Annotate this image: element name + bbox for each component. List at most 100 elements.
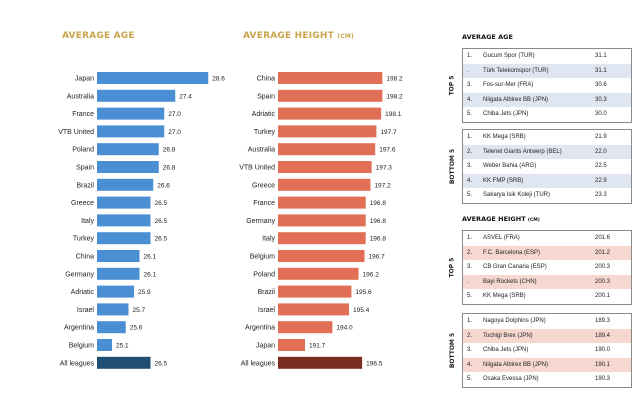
team-cell: CB Gran Canaria (ESP) <box>483 264 547 271</box>
height-top5-panel: 1. ASVEL (FRA) 201.6 2. F.C. Barcelona (ESP)… <box>462 230 632 305</box>
value-cell: 190.0 <box>595 347 611 354</box>
bar <box>97 250 140 262</box>
height-table-title-text: AVERAGE HEIGHT <box>462 215 526 223</box>
value-label: 195.4 <box>353 307 370 314</box>
category-label: Israel <box>77 307 95 314</box>
bar <box>278 125 377 138</box>
value-label: 197.6 <box>379 147 396 154</box>
value-label: 26.6 <box>157 182 170 189</box>
category-label: Japan <box>75 76 94 83</box>
category-label: France <box>72 111 94 118</box>
category-label: Belgium <box>69 343 94 350</box>
category-label: Adriatic <box>71 289 95 296</box>
bar <box>278 232 366 245</box>
bar <box>278 89 383 102</box>
category-label: Poland <box>253 271 275 278</box>
value-label: 197.3 <box>376 165 393 172</box>
value-label: 27.4 <box>179 93 192 100</box>
value-label: 26.8 <box>163 165 176 172</box>
bar <box>278 178 371 191</box>
value-label: 197.2 <box>374 182 391 189</box>
value-label: 197.7 <box>380 129 397 136</box>
rank-cell: 2. <box>467 249 473 256</box>
bar <box>278 267 359 280</box>
rank-cell: 3. <box>467 264 473 271</box>
bar <box>278 107 382 120</box>
value-cell: 190.1 <box>595 361 611 368</box>
age-bottom5-panel: 1. KK Mega (SRB) 21.9 2. Telenet Giants Antw… <box>462 129 632 204</box>
category-label: Greece <box>252 182 275 189</box>
team-cell: Osaka Evessa (JPN) <box>483 376 539 383</box>
value-label: 191.7 <box>309 343 326 350</box>
table-row: 5. Sakarya Isik Koleji (TUR) 23.3 <box>463 188 631 203</box>
category-label: VTB United <box>58 129 94 136</box>
category-label: Argentina <box>64 325 94 332</box>
age-table-title-text: AVERAGE AGE <box>462 33 513 41</box>
team-cell: Bayi Rockets (CHN) <box>483 278 537 285</box>
bar <box>278 250 365 262</box>
category-label: Brazil <box>76 182 94 189</box>
team-cell: Gucum Spor (TUR) <box>483 53 535 59</box>
value-cell: 200.1 <box>595 293 611 300</box>
value-label: 25.9 <box>138 289 151 296</box>
bar <box>278 143 376 156</box>
category-label: Italy <box>81 218 94 225</box>
team-cell: KK Mega (SRB) <box>483 134 526 140</box>
bar <box>278 72 383 84</box>
height-chart-title-text: AVERAGE HEIGHT <box>243 31 334 41</box>
value-label: 198.2 <box>386 93 403 100</box>
value-label: 27.0 <box>168 129 181 136</box>
bar <box>278 339 305 351</box>
bar <box>278 285 352 298</box>
age-chart-title: AVERAGE AGE <box>62 31 135 41</box>
value-cell: 190.3 <box>595 376 611 383</box>
value-cell: 201.6 <box>595 235 611 241</box>
table-row: . Türk Telekomspor (TUR) 31.1 <box>463 63 631 79</box>
value-label: 196.8 <box>370 218 387 225</box>
table-row: 1. ASVEL (FRA) 201.6 <box>463 231 631 246</box>
category-label: France <box>253 200 275 207</box>
team-cell: Sakarya Isik Koleji (TUR) <box>483 192 551 199</box>
table-row: 5. KK Mega (SRB) 200.1 <box>463 289 631 304</box>
age-bottom5-label: BOTTOM 5 <box>448 148 456 185</box>
rank-cell: 5. <box>467 376 473 383</box>
table-row: 3. Weber Bahia (ARG) 22.5 <box>463 159 631 174</box>
bar <box>97 178 154 191</box>
value-cell: 21.9 <box>595 134 607 140</box>
category-label: Argentina <box>245 325 275 332</box>
value-label: 25.7 <box>133 307 146 314</box>
table-row: 1. KK Mega (SRB) 21.9 <box>463 130 631 145</box>
value-label: 198.2 <box>386 76 403 83</box>
bar <box>97 89 176 102</box>
table-row: 2. Tochigi Brex (JPN) 189.4 <box>463 328 631 344</box>
bar <box>278 356 363 369</box>
average-age-bar-chart: Japan 28.6 Australia 27.4 France 27.0 VTB Unit… <box>58 72 225 369</box>
height-top5-label: TOP 5 <box>448 257 456 278</box>
value-cell: 31.1 <box>595 53 607 59</box>
bar <box>278 161 372 173</box>
bar <box>97 321 126 334</box>
bar <box>97 143 159 156</box>
value-label: 198.1 <box>385 111 402 118</box>
category-label: Australia <box>67 93 94 100</box>
table-row: 3. Fos-sur-Mer (FRA) 30.6 <box>463 78 631 93</box>
category-label: China <box>76 254 94 261</box>
bar <box>97 356 151 369</box>
value-label: 196.2 <box>363 271 380 278</box>
value-cell: 23.3 <box>595 192 607 199</box>
team-cell: Weber Bahia (ARG) <box>483 163 537 170</box>
value-cell: 189.4 <box>595 332 611 339</box>
category-label: Germany <box>246 218 275 225</box>
team-cell: Niigata Albirex BB (JPN) <box>483 96 549 103</box>
category-label: Germany <box>65 271 94 278</box>
category-label: Italy <box>262 236 275 243</box>
table-row: 1. Gucum Spor (TUR) 31.1 <box>463 49 631 64</box>
bar <box>278 196 366 209</box>
rank-cell: . <box>467 67 469 74</box>
value-label: 25.6 <box>130 325 143 332</box>
category-label: Turkey <box>73 236 95 243</box>
rank-cell: 1. <box>467 318 473 324</box>
height-bottom5-label: BOTTOM 5 <box>448 332 456 369</box>
age-table-title: AVERAGE AGE <box>462 33 513 41</box>
value-label: 27.0 <box>168 111 181 118</box>
